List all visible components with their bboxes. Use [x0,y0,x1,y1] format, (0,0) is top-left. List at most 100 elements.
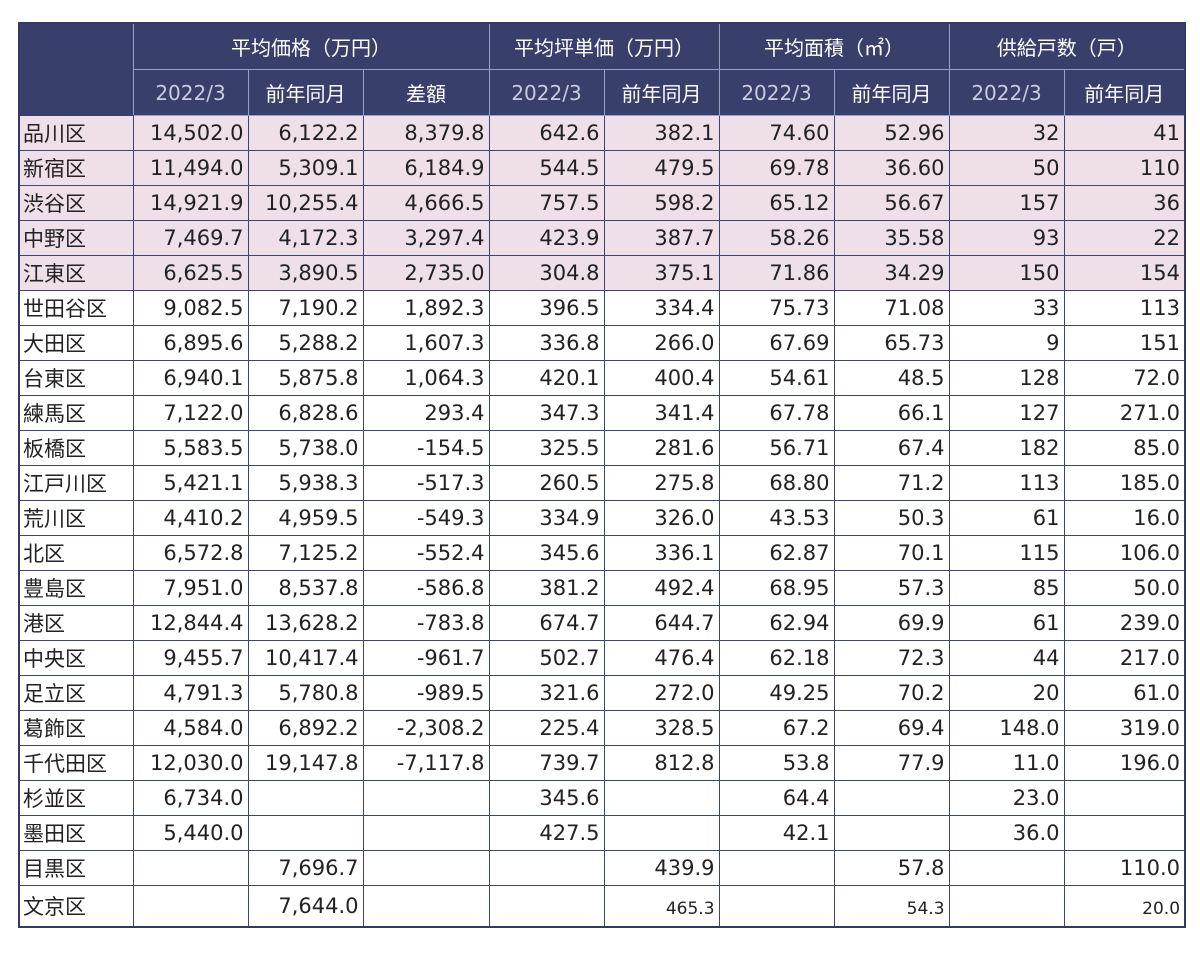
value-cell: 22 [1063,220,1186,256]
value-cell: 50 [948,150,1065,186]
value-cell: 69.9 [833,605,950,641]
table-row: 新宿区 11,494.0 5,309.1 6,184.9 544.5 479.5 69.78… [18,150,1186,186]
ward-name-cell: 千代田区 [18,745,134,781]
value-cell [247,780,364,816]
value-cell: 502.7 [488,640,605,676]
value-cell: -783.8 [362,605,490,641]
value-cell: -7,117.8 [362,745,490,781]
ward-name-cell: 足立区 [18,675,134,711]
value-cell: -989.5 [362,675,490,711]
value-cell: 68.95 [718,570,835,606]
ward-name-cell: 中野区 [18,220,134,256]
value-cell: 7,696.7 [247,850,364,886]
value-cell: 14,502.0 [132,115,249,151]
ward-name-cell: 杉並区 [18,780,134,816]
value-cell: -552.4 [362,535,490,571]
value-cell: 7,644.0 [247,885,364,928]
group-header-avg-price: 平均価格（万円） [132,22,490,70]
value-cell: 347.3 [488,395,605,431]
value-cell: 336.1 [603,535,720,571]
value-cell: 69.4 [833,710,950,746]
value-cell: 2,735.0 [362,255,490,291]
table-body: 品川区 14,502.0 6,122.2 8,379.8 642.6 382.1 74.60… [18,115,1186,928]
value-cell: 12,844.4 [132,605,249,641]
table-row: 中央区 9,455.7 10,417.4 -961.7 502.7 476.4 62.18 7… [18,640,1186,676]
value-cell: 7,125.2 [247,535,364,571]
value-cell: 182 [948,430,1065,466]
table-row: 世田谷区 9,082.5 7,190.2 1,892.3 396.5 334.4 75.73… [18,290,1186,326]
value-cell: 6,734.0 [132,780,249,816]
value-cell [488,850,605,886]
value-cell: 239.0 [1063,605,1186,641]
value-cell [132,850,249,886]
value-cell [948,885,1065,928]
value-cell [362,815,490,851]
subheader-cell: 2022/3 [948,69,1065,116]
value-cell: 13,628.2 [247,605,364,641]
value-cell: 50.0 [1063,570,1186,606]
value-cell: 71.2 [833,465,950,501]
value-cell: 5,421.1 [132,465,249,501]
value-cell: 439.9 [603,850,720,886]
value-cell [948,850,1065,886]
value-cell: 321.6 [488,675,605,711]
value-cell [603,815,720,851]
value-cell: 70.2 [833,675,950,711]
value-cell: 5,780.8 [247,675,364,711]
value-cell: 20.0 [1063,885,1186,928]
value-cell: 9,082.5 [132,290,249,326]
value-cell: 106.0 [1063,535,1186,571]
value-cell: 110.0 [1063,850,1186,886]
value-cell: 185.0 [1063,465,1186,501]
value-cell: 44 [948,640,1065,676]
ward-name-cell: 港区 [18,605,134,641]
value-cell: 4,584.0 [132,710,249,746]
value-cell: 8,537.8 [247,570,364,606]
table-header: 平均価格（万円） 平均坪単価（万円） 平均面積（㎡） 供給戸数（戸） 2022/… [18,22,1186,116]
value-cell: 127 [948,395,1065,431]
ward-name-cell: 葛飾区 [18,710,134,746]
table-row: 江戸川区 5,421.1 5,938.3 -517.3 260.5 275.8 68.80 7… [18,465,1186,501]
value-cell: 4,791.3 [132,675,249,711]
value-cell: 196.0 [1063,745,1186,781]
value-cell: 4,959.5 [247,500,364,536]
value-cell: 64.4 [718,780,835,816]
value-cell: 6,828.6 [247,395,364,431]
ward-name-cell: 品川区 [18,115,134,151]
value-cell: 334.4 [603,290,720,326]
ward-name-cell: 豊島区 [18,570,134,606]
value-cell: 67.2 [718,710,835,746]
value-cell [362,885,490,928]
value-cell [488,885,605,928]
table-row: 足立区 4,791.3 5,780.8 -989.5 321.6 272.0 49.25 70… [18,675,1186,711]
value-cell: 479.5 [603,150,720,186]
value-cell: 423.9 [488,220,605,256]
value-cell: 757.5 [488,185,605,221]
value-cell: 65.12 [718,185,835,221]
value-cell: 375.1 [603,255,720,291]
price-comparison-table: 平均価格（万円） 平均坪単価（万円） 平均面積（㎡） 供給戸数（戸） 2022/… [18,22,1187,928]
value-cell: 281.6 [603,430,720,466]
value-cell: 32 [948,115,1065,151]
value-cell: 67.4 [833,430,950,466]
value-cell: 148.0 [948,710,1065,746]
value-cell: 334.9 [488,500,605,536]
table-row: 板橋区 5,583.5 5,738.0 -154.5 325.5 281.6 56.71 67… [18,430,1186,466]
value-cell: 85 [948,570,1065,606]
value-cell: 271.0 [1063,395,1186,431]
value-cell: 326.0 [603,500,720,536]
value-cell: 20 [948,675,1065,711]
value-cell: 345.6 [488,780,605,816]
value-cell: 6,940.1 [132,360,249,396]
subheader-cell: 2022/3 [132,69,249,116]
value-cell: 260.5 [488,465,605,501]
value-cell: 6,625.5 [132,255,249,291]
value-cell: 5,738.0 [247,430,364,466]
subheader-cell: 前年同月 [833,69,950,116]
subheader-cell: 2022/3 [718,69,835,116]
table-row: 渋谷区 14,921.9 10,255.4 4,666.5 757.5 598.2 65.1… [18,185,1186,221]
value-cell: 52.96 [833,115,950,151]
value-cell: 336.8 [488,325,605,361]
value-cell: 427.5 [488,815,605,851]
value-cell: 739.7 [488,745,605,781]
